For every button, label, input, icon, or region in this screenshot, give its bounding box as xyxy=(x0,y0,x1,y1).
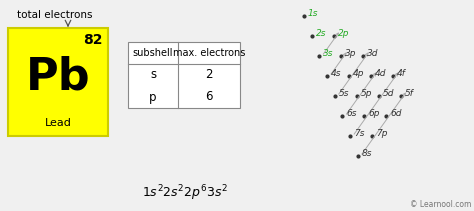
Text: © Learnool.com: © Learnool.com xyxy=(410,200,471,209)
Text: 4d: 4d xyxy=(375,69,387,78)
Text: total electrons: total electrons xyxy=(17,10,93,20)
Text: 6p: 6p xyxy=(368,109,380,118)
Text: 6d: 6d xyxy=(391,109,402,118)
Text: subshell: subshell xyxy=(133,48,173,58)
Text: 1s: 1s xyxy=(308,9,319,18)
Text: 5f: 5f xyxy=(405,89,414,98)
Text: max. electrons: max. electrons xyxy=(173,48,245,58)
Text: 3s: 3s xyxy=(323,49,334,58)
Text: 3d: 3d xyxy=(367,49,379,58)
Text: Lead: Lead xyxy=(45,118,72,128)
Text: 8s: 8s xyxy=(362,149,373,158)
Text: 6s: 6s xyxy=(346,109,357,118)
Text: $1s^22s^22p^63s^2$: $1s^22s^22p^63s^2$ xyxy=(142,183,228,203)
Text: 2: 2 xyxy=(205,69,213,81)
Text: 4f: 4f xyxy=(397,69,406,78)
Text: 4s: 4s xyxy=(331,69,342,78)
Text: 82: 82 xyxy=(83,33,103,47)
Text: Pb: Pb xyxy=(26,55,91,99)
Bar xyxy=(8,28,108,136)
Text: 5s: 5s xyxy=(339,89,349,98)
Text: 2p: 2p xyxy=(337,29,349,38)
Text: 7p: 7p xyxy=(376,129,388,138)
Text: 6: 6 xyxy=(205,91,213,104)
Text: s: s xyxy=(150,69,156,81)
Text: 5p: 5p xyxy=(361,89,372,98)
Text: 5d: 5d xyxy=(383,89,394,98)
Text: 3p: 3p xyxy=(346,49,357,58)
Text: 7s: 7s xyxy=(354,129,365,138)
Text: 4p: 4p xyxy=(353,69,365,78)
Text: p: p xyxy=(149,91,157,104)
Bar xyxy=(128,42,240,108)
Text: 2s: 2s xyxy=(316,29,326,38)
